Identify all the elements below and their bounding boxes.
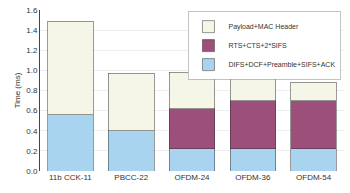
svg-text:11b CCK-11: 11b CCK-11 [49,173,92,182]
svg-text:1.2: 1.2 [26,46,38,55]
svg-text:OFDM-36: OFDM-36 [235,173,271,182]
svg-text:PBCC-22: PBCC-22 [114,173,148,182]
svg-text:0.8: 0.8 [26,86,38,95]
svg-text:RTS+CTS+2*SIFS: RTS+CTS+2*SIFS [228,42,287,49]
svg-text:OFDM-54: OFDM-54 [296,173,332,182]
svg-text:1.4: 1.4 [26,26,38,35]
svg-text:0.0: 0.0 [26,167,38,176]
svg-text:0.6: 0.6 [26,106,38,115]
svg-text:0.4: 0.4 [26,127,38,136]
svg-text:Payload+MAC Header: Payload+MAC Header [228,23,299,31]
svg-text:1.6: 1.6 [26,6,38,15]
svg-text:Time (ms): Time (ms) [13,72,22,108]
svg-text:DIFS+DCF+Preamble+SIFS+ACK: DIFS+DCF+Preamble+SIFS+ACK [228,61,335,68]
svg-text:0.2: 0.2 [26,147,38,156]
svg-text:OFDM-24: OFDM-24 [174,173,210,182]
svg-text:1.0: 1.0 [26,66,38,75]
